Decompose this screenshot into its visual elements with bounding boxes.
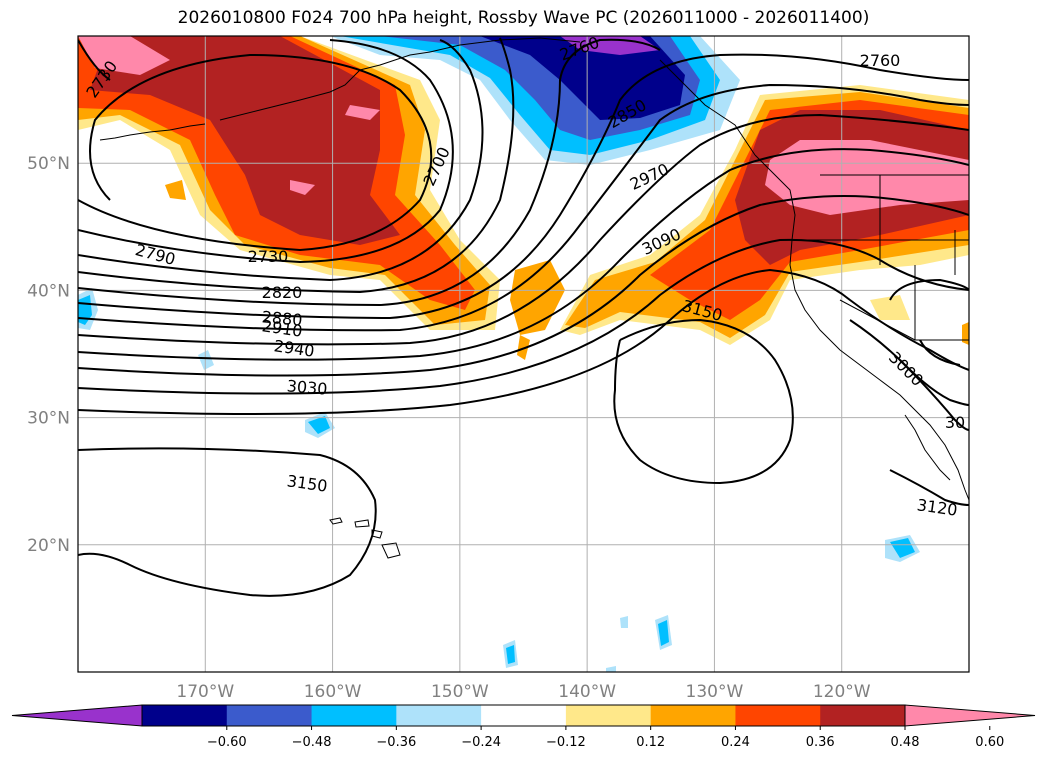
map-title: 2026010800 F024 700 hPa height, Rossby W… [177,8,870,28]
colorbar-segment [226,705,313,726]
colorbar-tick-label: −0.48 [292,735,332,750]
colorbar-segment [396,705,482,726]
contour-label: 2730 [248,247,289,266]
colorbar-segment [650,705,736,726]
colorbar-tick-label: −0.24 [461,735,501,750]
colorbar-extend-max [904,704,1036,727]
latitude-label: 30°N [27,409,70,429]
colorbar-tick-label: 0.12 [636,735,665,750]
colorbar-segment [481,705,567,726]
colorbar-extend-min [11,704,143,727]
colorbar-segment [820,705,906,726]
latitude-label: 20°N [27,536,70,556]
longitude-label: 170°W [176,682,234,702]
colorbar-frame [141,704,906,727]
colorbar-tick-label: −0.36 [376,735,416,750]
colorbar-tick-label: 0.24 [721,735,750,750]
longitude-label: 150°W [431,682,489,702]
colorbar-segment [311,705,397,726]
colorbar-tick-label: −0.60 [207,735,247,750]
graticule [78,36,969,672]
colorbar-segment [735,705,821,726]
contour-label: 2880 [261,307,303,329]
colorbar-segment [142,705,228,726]
colorbar: −0.60 −0.48 −0.36 −0.24 −0.12 0.12 0.24 0.36 0.4… [11,704,1036,750]
longitude-label: 120°W [813,682,871,702]
latitude-label: 40°N [27,281,70,301]
colorbar-tick-label: 0.48 [891,735,920,750]
contour-label: 2820 [262,283,303,302]
longitude-label: 130°W [686,682,744,702]
height-contours [78,37,969,597]
colorbar-tick-label: 0.60 [975,735,1004,750]
longitude-label: 160°W [304,682,362,702]
longitude-labels: 170°W 160°W 150°W 140°W 130°W 120°W [176,682,870,702]
colorbar-tick-label: 0.36 [806,735,835,750]
latitude-labels: 20°N 30°N 40°N 50°N [27,154,70,556]
contour-label: 2760 [860,51,901,70]
latitude-label: 50°N [27,154,70,174]
longitude-label: 140°W [558,682,616,702]
colorbar-segment [565,705,652,726]
contour-label: 3030 [286,376,328,398]
contour-label: 30 [945,413,965,432]
colorbar-tick-label: −0.12 [546,735,586,750]
map-frame [77,35,970,673]
